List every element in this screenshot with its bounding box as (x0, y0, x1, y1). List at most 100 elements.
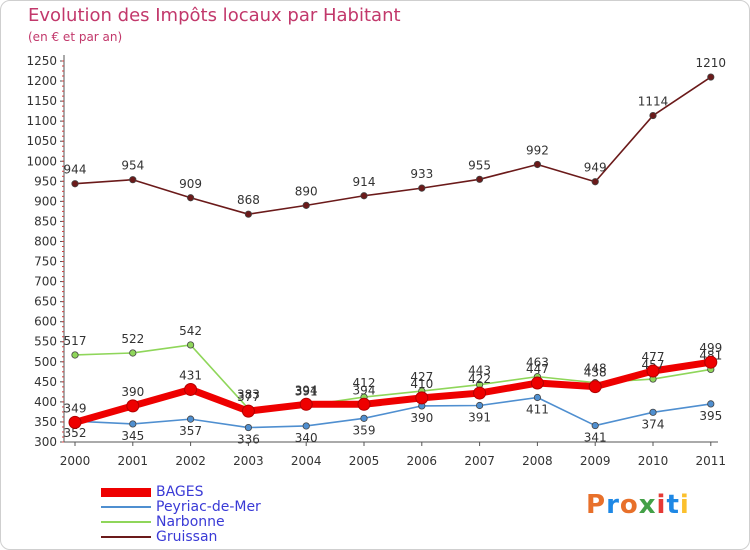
data-label-narbonne: 448 (584, 362, 607, 376)
y-tick-label: 300 (34, 435, 57, 449)
data-label-peyriac-de-mer: 341 (584, 431, 607, 445)
data-label-bages: 431 (179, 368, 202, 382)
legend-label: BAGES (156, 484, 204, 500)
data-point-bages (241, 404, 255, 418)
data-label-gruissan: 868 (237, 193, 260, 207)
y-tick-label: 1050 (26, 134, 57, 148)
data-label-narbonne: 522 (121, 332, 144, 346)
x-tick-label: 2011 (696, 454, 727, 468)
data-point-gruissan (533, 160, 542, 169)
data-label-gruissan: 914 (353, 175, 376, 189)
x-tick-label: 2005 (349, 454, 380, 468)
data-point-peyriac-de-mer (302, 422, 310, 430)
data-point-gruissan (475, 175, 484, 183)
y-tick-label: 650 (34, 295, 57, 309)
legend-swatch (101, 506, 151, 508)
data-point-bages (473, 386, 487, 400)
data-label-gruissan: 909 (179, 177, 202, 191)
y-tick-label: 500 (34, 355, 57, 369)
legend-label: Gruissan (156, 529, 218, 545)
x-tick-label: 2001 (118, 454, 149, 468)
data-label-gruissan: 955 (468, 158, 491, 172)
y-tick-label: 850 (34, 214, 57, 228)
data-point-gruissan (649, 111, 657, 120)
data-label-peyriac-de-mer: 374 (642, 417, 665, 431)
data-point-gruissan (129, 176, 137, 184)
x-tick-label: 2002 (175, 454, 206, 468)
y-tick-label: 1100 (26, 114, 57, 128)
data-label-peyriac-de-mer: 359 (353, 423, 376, 437)
data-label-peyriac-de-mer: 391 (468, 411, 491, 425)
x-tick-label: 2000 (60, 454, 91, 468)
legend-item: BAGES (101, 484, 361, 500)
data-label-bages: 349 (64, 401, 87, 415)
legend-label: Peyriac-de-Mer (156, 499, 261, 515)
x-tick-label: 2003 (233, 454, 264, 468)
y-tick-label: 350 (34, 415, 57, 429)
data-label-gruissan: 1114 (638, 95, 669, 109)
data-point-bages (126, 399, 140, 413)
data-label-peyriac-de-mer: 357 (179, 424, 202, 438)
data-point-peyriac-de-mer (707, 400, 715, 408)
data-label-bages: 499 (699, 341, 722, 355)
data-point-gruissan (707, 73, 715, 81)
data-label-gruissan: 992 (526, 143, 549, 157)
data-label-gruissan: 954 (121, 159, 144, 173)
data-point-gruissan (591, 178, 599, 186)
data-label-narbonne: 542 (179, 324, 202, 338)
legend-swatch (101, 521, 151, 523)
logo-letter: x (638, 490, 657, 520)
x-tick-label: 2010 (638, 454, 669, 468)
y-tick-label: 800 (34, 234, 57, 248)
data-label-bages: 390 (121, 385, 144, 399)
data-point-peyriac-de-mer (360, 414, 368, 422)
data-point-gruissan (418, 184, 426, 192)
legend-item: Gruissan (101, 529, 361, 545)
y-tick-label: 400 (34, 395, 57, 409)
data-point-bages (588, 380, 602, 394)
data-label-narbonne: 427 (410, 370, 433, 384)
x-tick-label: 2008 (522, 454, 553, 468)
y-tick-label: 1150 (26, 94, 57, 108)
data-label-peyriac-de-mer: 395 (699, 409, 722, 423)
data-label-bages: 410 (410, 377, 433, 391)
y-tick-label: 700 (34, 275, 57, 289)
data-point-bages (184, 382, 198, 396)
series-line-gruissan (74, 76, 712, 216)
data-point-peyriac-de-mer (187, 415, 195, 423)
logo-letter: P (586, 490, 607, 520)
y-tick-label: 1250 (26, 54, 57, 68)
data-point-peyriac-de-mer (475, 401, 484, 410)
data-point-narbonne (187, 341, 195, 349)
data-label-peyriac-de-mer: 336 (237, 433, 260, 447)
y-tick-label: 900 (34, 194, 57, 208)
y-tick-label: 750 (34, 255, 57, 269)
data-label-bages: 447 (526, 362, 549, 376)
y-tick-label: 600 (34, 315, 57, 329)
logo-letter: r (606, 490, 620, 520)
legend-swatch (101, 487, 151, 497)
data-label-peyriac-de-mer: 390 (410, 411, 433, 425)
data-point-bages (704, 355, 718, 369)
data-point-bages (646, 364, 660, 378)
data-point-bages (530, 376, 544, 390)
data-label-bages: 422 (468, 372, 491, 386)
data-label-peyriac-de-mer: 352 (64, 426, 87, 440)
data-label-narbonne: 443 (468, 364, 491, 378)
series-line-bages (71, 358, 715, 426)
y-tick-label: 450 (34, 375, 57, 389)
y-tick-label: 1000 (26, 154, 57, 168)
logo-letter: i (679, 490, 690, 520)
data-label-gruissan: 949 (584, 161, 607, 175)
data-point-peyriac-de-mer (129, 420, 137, 428)
data-point-gruissan (244, 210, 252, 218)
data-label-peyriac-de-mer: 345 (121, 429, 144, 443)
data-point-narbonne (129, 349, 137, 357)
legend-item: Peyriac-de-Mer (101, 499, 361, 515)
chart-subtitle: (en € et par an) (28, 30, 123, 44)
y-tick-label: 1200 (26, 74, 57, 88)
data-point-peyriac-de-mer (533, 393, 542, 402)
data-point-gruissan (360, 192, 368, 200)
legend-label: Narbonne (156, 514, 225, 530)
